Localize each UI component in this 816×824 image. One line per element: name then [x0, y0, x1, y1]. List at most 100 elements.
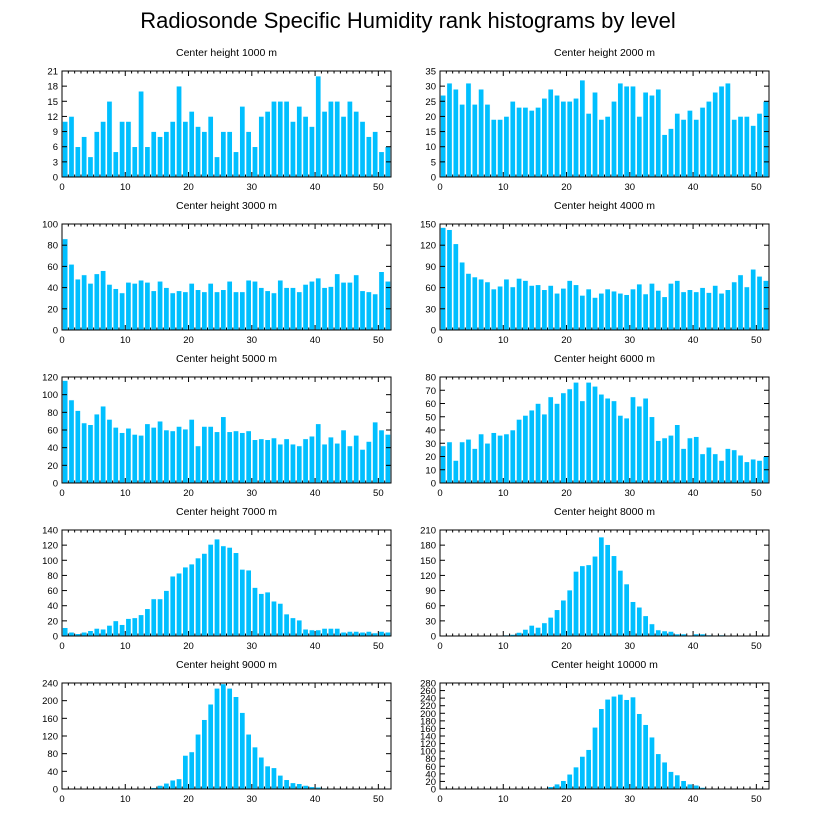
y-tick-label: 120 — [420, 571, 436, 582]
bar — [106, 284, 113, 331]
x-tick-label: 30 — [247, 335, 258, 346]
bar — [718, 292, 725, 331]
y-tick-label: 6 — [53, 142, 58, 153]
bar — [252, 587, 258, 637]
x-tick-label: 30 — [625, 488, 636, 499]
bar — [693, 784, 700, 790]
bar — [353, 434, 360, 484]
x-tick-label: 50 — [751, 182, 762, 193]
bar — [604, 288, 611, 331]
bar — [522, 280, 529, 331]
bar — [440, 227, 447, 331]
bar — [163, 429, 170, 484]
bar — [674, 424, 681, 484]
bar — [74, 278, 81, 331]
bar — [264, 765, 271, 790]
bar — [497, 434, 504, 484]
bar — [731, 281, 738, 331]
bar — [176, 426, 183, 484]
bar — [150, 290, 157, 331]
bar — [384, 434, 391, 484]
bar — [617, 292, 624, 331]
bar — [340, 281, 347, 331]
bar — [674, 280, 681, 331]
x-tick-label: 20 — [183, 641, 194, 652]
bar — [87, 283, 94, 331]
y-tick-label: 200 — [42, 696, 58, 707]
bar — [214, 291, 220, 331]
x-tick-label: 10 — [498, 641, 509, 652]
bar — [490, 432, 497, 484]
bar — [245, 279, 252, 331]
bar — [365, 136, 372, 178]
bar — [743, 116, 750, 178]
bar — [359, 449, 366, 484]
bar — [359, 631, 366, 637]
bar — [705, 100, 712, 178]
bar — [636, 116, 643, 178]
bar — [541, 413, 548, 484]
bar — [207, 426, 214, 484]
bar — [743, 286, 750, 331]
y-tick-label: 20 — [47, 616, 58, 627]
bar — [106, 625, 113, 637]
x-tick-label: 40 — [310, 794, 321, 805]
bar — [636, 405, 643, 484]
bar — [125, 618, 132, 637]
bar — [478, 88, 485, 178]
y-tick-label: 30 — [425, 616, 436, 627]
bar — [642, 397, 649, 484]
x-tick-label: 10 — [498, 794, 509, 805]
bar — [163, 782, 170, 790]
y-tick-label: 35 — [425, 67, 436, 78]
x-tick-label: 0 — [59, 488, 64, 499]
y-tick-label: 120 — [42, 373, 58, 384]
bar — [163, 590, 170, 637]
bar — [308, 629, 315, 637]
y-tick-label: 3 — [53, 157, 58, 168]
x-tick-label: 20 — [183, 488, 194, 499]
bar — [528, 110, 535, 178]
bar — [378, 271, 385, 331]
panel-5: Center height 5000 m 0 20 40 60 80 100 120 0 10 20… — [42, 353, 392, 499]
panel-title: Center height 8000 m — [554, 506, 655, 518]
bar — [188, 419, 195, 484]
bar — [289, 617, 296, 637]
bar — [503, 116, 510, 178]
bar — [522, 415, 529, 484]
bar — [125, 121, 132, 178]
panel-1: Center height 1000 m 0 3 6 9 12 15 18 21 0 10 20 30 4… — [47, 47, 392, 193]
bar — [686, 289, 693, 331]
y-tick-label: 10 — [425, 465, 436, 476]
bar — [106, 419, 113, 484]
bar — [484, 104, 491, 178]
bar — [157, 420, 164, 484]
bar — [346, 100, 353, 178]
bar — [112, 151, 119, 178]
bar — [334, 442, 341, 484]
y-tick-label: 180 — [420, 541, 436, 552]
bar — [150, 427, 157, 484]
x-tick-label: 10 — [120, 335, 131, 346]
bar — [100, 121, 107, 178]
bar — [340, 429, 347, 484]
bar — [125, 281, 132, 331]
x-tick-label: 20 — [183, 335, 194, 346]
y-tick-label: 40 — [47, 283, 58, 294]
bar — [667, 128, 674, 178]
bar — [712, 453, 719, 484]
x-tick-label: 10 — [498, 182, 509, 193]
y-tick-label: 180 — [420, 716, 436, 727]
bar — [693, 436, 700, 484]
bar — [478, 433, 485, 484]
y-tick-label: 30 — [425, 439, 436, 450]
bar — [315, 423, 322, 484]
y-tick-label: 20 — [425, 112, 436, 123]
bar — [353, 631, 360, 637]
bar — [560, 288, 567, 331]
bar — [680, 119, 687, 178]
y-tick-label: 40 — [47, 443, 58, 454]
bar — [239, 291, 246, 331]
bar — [87, 630, 94, 637]
bar — [138, 434, 145, 484]
